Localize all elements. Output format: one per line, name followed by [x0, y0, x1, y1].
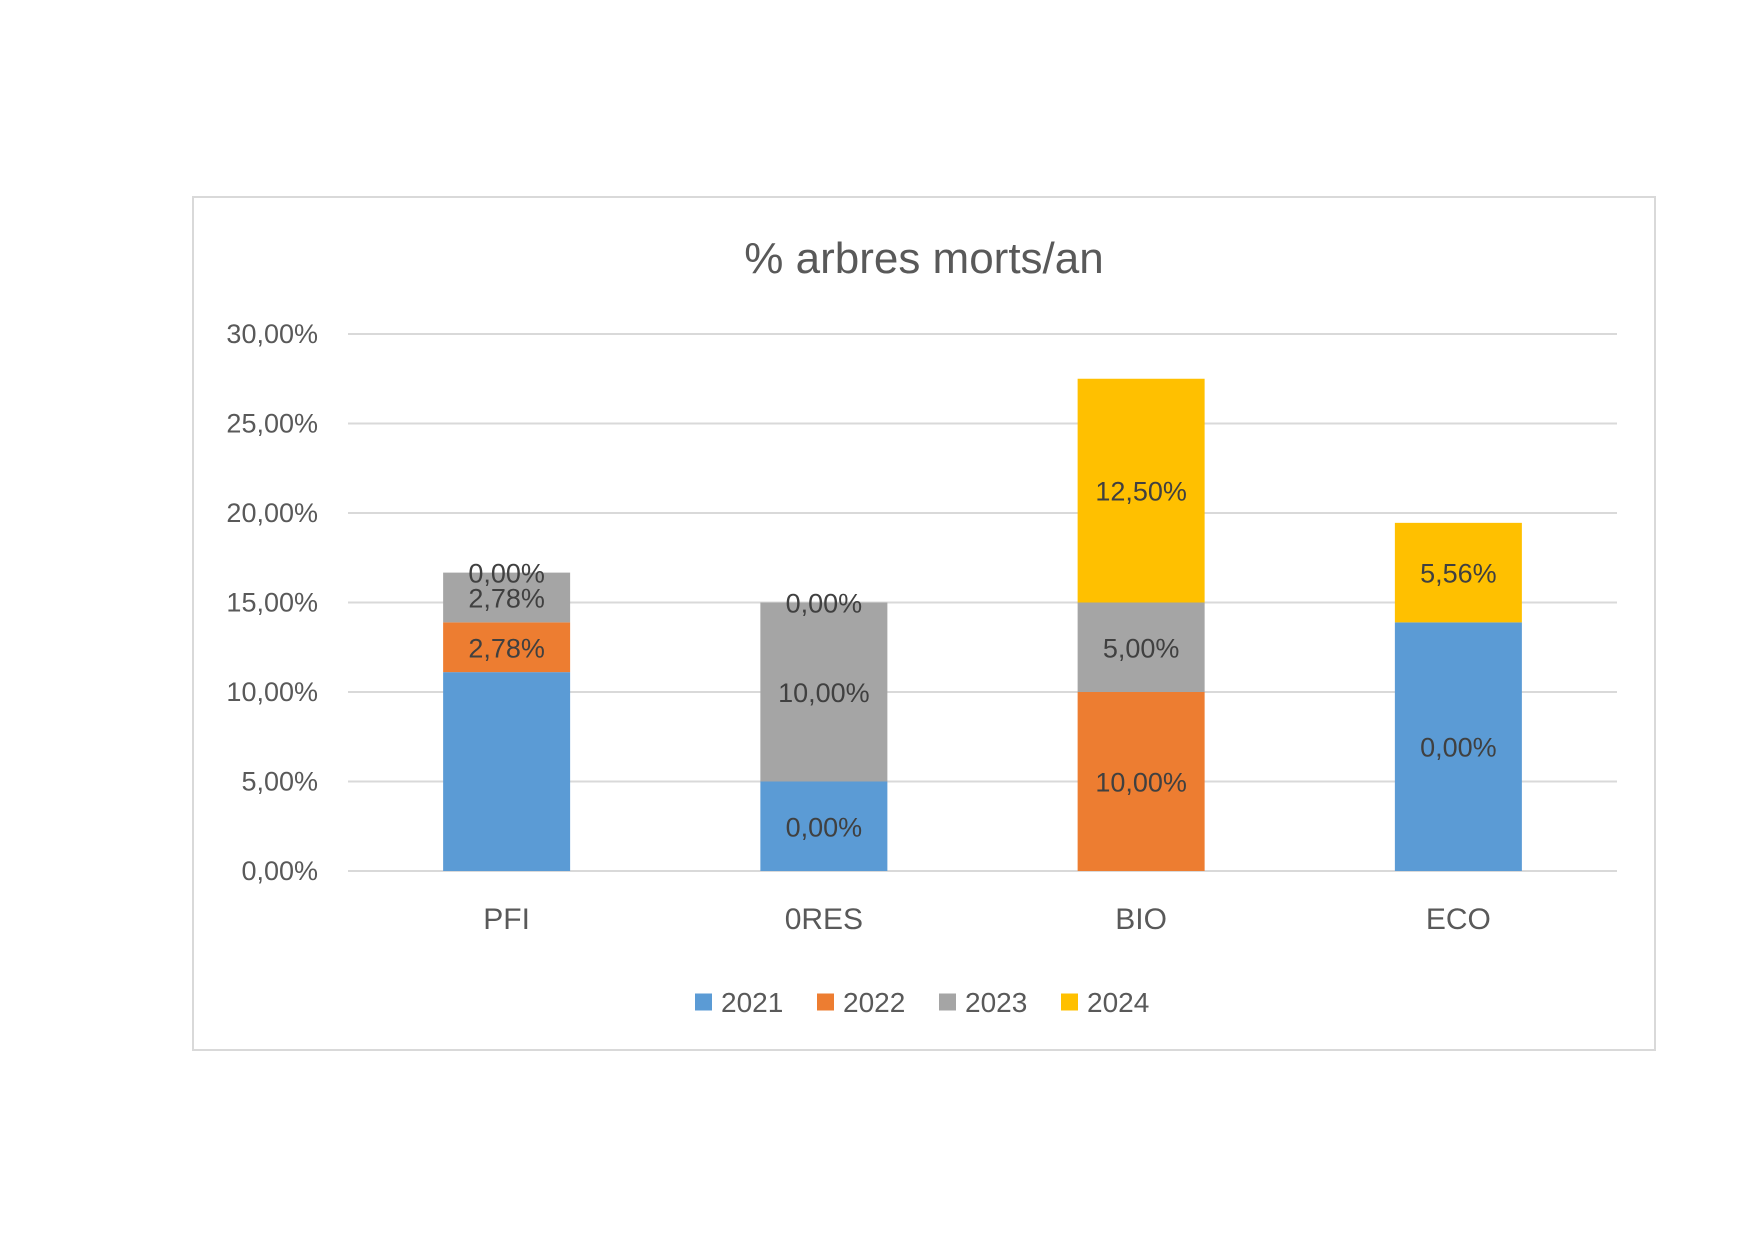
chart-title: % arbres morts/an [744, 234, 1103, 283]
data-label-2021-ECO: 0,00% [1420, 733, 1497, 763]
data-labels: 2,78%2,78%0,00%0,00%10,00%0,00%10,00%5,0… [468, 477, 1496, 843]
y-tick-label: 15,00% [226, 588, 318, 618]
category-label: ECO [1426, 903, 1491, 936]
category-label: BIO [1115, 903, 1167, 936]
data-label-2022-BIO: 10,00% [1095, 768, 1187, 798]
bar-segment-2022-PFI [443, 622, 571, 673]
data-label-2024-0RES: 0,00% [786, 589, 863, 619]
bar-segment-2024-BIO [1077, 378, 1205, 603]
category-label: 0RES [785, 903, 863, 936]
bar-segment-2021-PFI [443, 672, 571, 871]
bar-segment-2024-ECO [1394, 522, 1522, 623]
y-tick-label: 0,00% [241, 856, 318, 886]
y-tick-label: 30,00% [226, 319, 318, 349]
legend-swatch-2024 [1061, 993, 1078, 1011]
y-axis-ticks: 0,00% 5,00% 10,00% 15,00% 20,00% 25,00% 30,00% [226, 319, 318, 886]
data-label-2024-BIO: 12,50% [1095, 477, 1187, 507]
legend: 2021 2022 2023 2024 [695, 987, 1149, 1018]
legend-swatch-2023 [939, 993, 956, 1011]
category-label: PFI [483, 903, 530, 936]
data-label-2022-PFI: 2,78% [468, 633, 545, 663]
legend-swatch-2021 [695, 993, 712, 1011]
legend-label-2022: 2022 [843, 987, 905, 1018]
bar-segment-2021-ECO [1394, 622, 1522, 871]
y-tick-label: 20,00% [226, 498, 318, 528]
data-label-2023-0RES: 10,00% [778, 678, 870, 708]
legend-swatch-2022 [817, 993, 834, 1011]
bar-segment-2021-0RES [760, 781, 888, 871]
bar-segment-2022-BIO [1077, 692, 1205, 871]
y-tick-label: 10,00% [226, 677, 318, 707]
data-label-2021-0RES: 0,00% [786, 812, 863, 842]
y-tick-label: 25,00% [226, 409, 318, 439]
legend-label-2024: 2024 [1087, 987, 1149, 1018]
category-labels: PFI 0RES BIO ECO [483, 903, 1491, 936]
bar-segment-2023-BIO [1077, 602, 1205, 692]
y-tick-label: 5,00% [241, 767, 318, 797]
data-label-2023-PFI: 2,78% [468, 583, 545, 613]
legend-label-2023: 2023 [965, 987, 1027, 1018]
bars [443, 378, 1522, 871]
data-label-2024-ECO: 5,56% [1420, 559, 1497, 589]
bar-segment-2023-0RES [760, 602, 888, 782]
data-label-2024-PFI: 0,00% [468, 559, 545, 589]
data-label-2023-BIO: 5,00% [1103, 633, 1180, 663]
legend-label-2021: 2021 [721, 987, 783, 1018]
bar-segment-2023-PFI [443, 572, 571, 623]
